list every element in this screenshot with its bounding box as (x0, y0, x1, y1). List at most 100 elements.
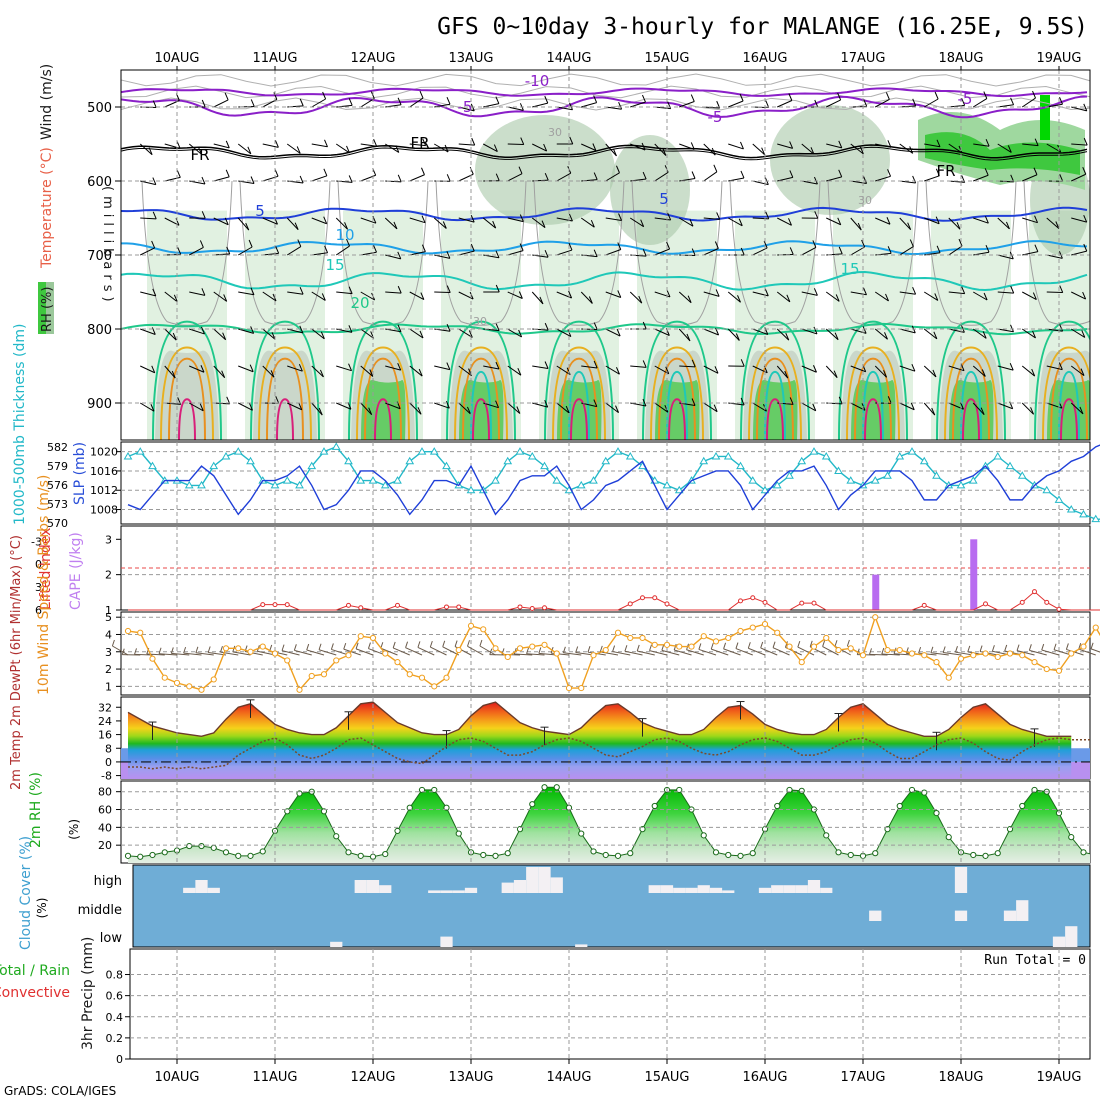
thickness-line-point (331, 442, 341, 450)
wind10-line-point (296, 686, 303, 693)
wind10-line-point (835, 646, 842, 654)
wind-label: Wind (m/s) (39, 64, 55, 140)
rh2m-point (872, 850, 879, 857)
temp2m-tick: 8 (105, 742, 112, 755)
wind10-line-point (884, 646, 891, 654)
wind10-line-point (896, 646, 903, 654)
wind10-line-point (908, 650, 916, 657)
wind10-line-point (921, 652, 928, 659)
wind10-line-point (602, 646, 609, 654)
wind10-barb (343, 648, 361, 656)
wind10-barb (538, 652, 557, 656)
thickness-line-point (1042, 485, 1052, 494)
wind10-barb (637, 650, 655, 656)
wind10-line-point (210, 676, 217, 683)
rh2m-point (700, 832, 707, 839)
slp-label: SLP (mb) (72, 442, 88, 505)
wind10-barb (355, 648, 374, 656)
thickness-line-point (870, 476, 880, 484)
wind10-line-point (872, 614, 879, 621)
cloud-block-high (452, 890, 465, 893)
li-tick: 0 (35, 558, 42, 571)
lifted-index-point (640, 595, 645, 601)
cloud-block-high (807, 880, 821, 893)
cloud-block-high (795, 885, 808, 893)
wind10-line-point (565, 684, 573, 692)
wind10-barb (674, 649, 692, 656)
thickness-line-point (282, 476, 292, 484)
wind10-line-point (541, 641, 548, 648)
wind10-barb (220, 651, 239, 656)
lifted-index-point (627, 601, 633, 607)
wind10-line-point (186, 683, 193, 690)
cloud-label: Cloud Cover (%) (18, 836, 34, 950)
rh2m-tick: 40 (98, 821, 112, 834)
rh2m-point (247, 852, 254, 859)
wind10-line-point (798, 659, 805, 666)
top-date-labels: 10AUG 11AUG 12AUG 13AUG 14AUG 15AUG 16AUG 17AUG… (154, 51, 1082, 70)
wind10-line-point (933, 659, 940, 666)
wind10-barb (195, 652, 214, 656)
thickness-line-point (772, 480, 782, 489)
date-label-bottom: 17AUG (840, 1070, 885, 1085)
thickness-line-point (576, 480, 586, 489)
lifted-index-point (738, 598, 743, 604)
thickness-line-point (895, 451, 905, 460)
wind10-line-point (333, 657, 340, 664)
wind10-line-point (455, 646, 462, 654)
lifted-index-point (664, 601, 670, 607)
wind10-barb (380, 647, 398, 656)
cape-bar (872, 574, 880, 610)
wind10-line-point (173, 679, 181, 686)
thickness-line-point (393, 476, 402, 484)
date-label-top: 13AUG (448, 51, 493, 66)
wind10-barb (772, 647, 790, 656)
cloud-block-high (354, 880, 367, 893)
wind10-barb (514, 653, 533, 656)
thickness-line-point (699, 456, 709, 465)
temp2m-tick: 0 (105, 756, 112, 769)
rh2m-point (627, 850, 634, 857)
cape-label: CAPE (J/kg) (68, 532, 84, 610)
wind10-barb (760, 647, 778, 656)
wind10-line-point (1043, 665, 1050, 673)
date-label-bottom: 10AUG (154, 1070, 199, 1085)
lifted-index-point (284, 602, 290, 608)
wind10-barb (112, 645, 129, 656)
wind10-barb (822, 646, 839, 656)
precip-label: 3hr Precip (mm) (80, 937, 96, 1050)
stability-panel: -3 0 3 6 1 2 3 Lifted Index CAPE (J/kg) (31, 525, 1100, 617)
rh2m-point (590, 848, 597, 855)
thickness-line-point (883, 471, 892, 479)
rh2m-point (994, 850, 1001, 857)
bottom-date-labels: 10AUG 11AUG 12AUG 13AUG 14AUG 15AUG 16AUG 17AUG… (154, 1059, 1082, 1085)
cloud-block-high (379, 885, 392, 893)
contour-label: FR (190, 146, 209, 164)
wind10-barb (624, 650, 643, 656)
wind10-barb (526, 653, 545, 656)
date-label-top: 19AUG (1036, 51, 1081, 66)
lifted-index-point (750, 595, 756, 601)
wind10-line-point (700, 633, 707, 640)
isotherms (121, 87, 1090, 440)
wind10-line-point (994, 653, 1001, 661)
upper-gridlines (121, 70, 1090, 440)
thickness-line-point (123, 451, 133, 460)
thickness-line-point (748, 476, 758, 484)
wind10-line-point (749, 624, 756, 631)
thickness-line-point (919, 456, 929, 465)
wind10-line-point (627, 634, 634, 642)
thickness-line-point (246, 456, 255, 465)
wind10-tick: 2 (105, 663, 112, 676)
wind10-barbs (111, 639, 1100, 656)
temp2m-line (127, 701, 1072, 738)
rh2m-label: 2m RH (%) (28, 772, 44, 848)
wind10-barb (612, 651, 631, 656)
wind10-line-point (137, 629, 144, 636)
wind10-line-point (982, 650, 989, 657)
cloud-block-low (1065, 926, 1078, 947)
precip-axis: 0 0.2 0.4 0.6 0.8 (106, 969, 130, 1066)
thickness-line-point (760, 485, 770, 494)
cloud-block-high (526, 867, 539, 893)
li-tick: 3 (35, 581, 42, 594)
